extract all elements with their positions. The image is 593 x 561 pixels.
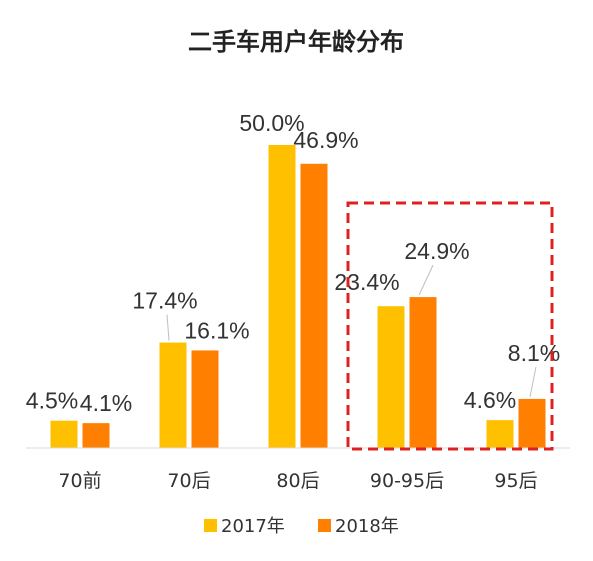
data-label: 17.4% bbox=[132, 288, 197, 314]
x-tick-label: 95后 bbox=[494, 470, 537, 492]
x-tick-label: 70前 bbox=[58, 470, 101, 492]
bar-2017-2 bbox=[268, 145, 296, 448]
leader-line bbox=[529, 366, 537, 398]
data-label: 4.5% bbox=[26, 388, 78, 414]
legend-swatch bbox=[204, 519, 217, 532]
legend-swatch bbox=[318, 519, 331, 532]
bar-2017-1 bbox=[159, 342, 187, 448]
bar-2018-2 bbox=[300, 163, 328, 448]
bar-2017-0 bbox=[50, 420, 78, 448]
data-label: 4.6% bbox=[464, 387, 516, 413]
leader-line bbox=[166, 314, 170, 341]
legend-label: 2017年 bbox=[221, 516, 285, 537]
bar-2018-1 bbox=[191, 350, 219, 448]
bar-2018-0 bbox=[82, 423, 110, 448]
x-tick-label: 90-95后 bbox=[370, 470, 444, 492]
data-label: 16.1% bbox=[184, 317, 249, 343]
x-tick-label: 70后 bbox=[167, 470, 210, 492]
data-label: 50.0% bbox=[239, 110, 304, 136]
legend-item: 2018年 bbox=[318, 516, 399, 537]
data-label: 24.9% bbox=[404, 238, 469, 264]
x-tick-label: 80后 bbox=[276, 470, 319, 492]
data-label: 23.4% bbox=[334, 269, 399, 295]
legend-label: 2018年 bbox=[335, 516, 399, 537]
data-label: 4.1% bbox=[80, 390, 132, 416]
bar-2018-3 bbox=[409, 297, 437, 448]
legend-item: 2017年 bbox=[204, 516, 285, 537]
bar-2017-4 bbox=[486, 420, 514, 448]
bar-2018-4 bbox=[518, 398, 546, 448]
leader-line bbox=[418, 264, 434, 296]
data-label: 46.9% bbox=[293, 127, 358, 153]
chart-title: 二手车用户年龄分布 bbox=[188, 28, 404, 56]
highlight-dashed-box bbox=[346, 201, 554, 451]
bar-2017-3 bbox=[377, 306, 405, 448]
legend: 2017年 2018年 bbox=[204, 516, 399, 537]
labels-layer: 4.5% 17.4% 50.0% 23.4% 4.6% 4.1% 16.1% 46.9% 24.… bbox=[26, 110, 560, 492]
bars-layer bbox=[50, 145, 546, 448]
